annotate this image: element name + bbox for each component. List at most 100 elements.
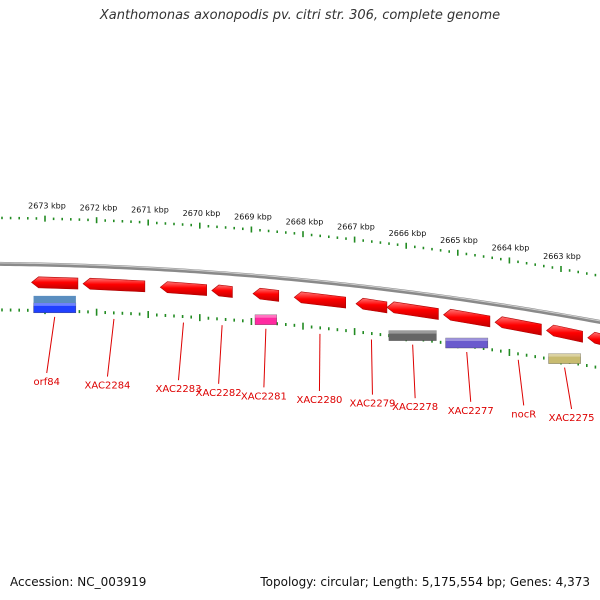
minor-tick-lower [586,364,588,368]
kbp-label: 2667 kbp [337,223,375,232]
major-tick-upper [250,226,253,233]
minor-tick-upper [9,216,12,220]
minor-tick-lower [113,311,115,315]
minor-tick-lower [130,312,132,316]
minor-tick-lower [224,317,227,321]
label-leader-line [412,344,416,399]
minor-tick-upper [78,218,81,221]
minor-tick-upper [491,256,493,260]
minor-tick-upper [310,233,313,237]
minor-tick-lower [534,355,536,359]
minor-tick-lower [371,332,373,336]
minor-tick-lower [156,313,158,317]
major-tick-upper [560,265,562,272]
major-tick-lower [353,328,356,336]
gene-label: nocR [511,409,536,420]
minor-tick-upper [422,246,425,250]
major-tick-upper [457,249,459,256]
minor-tick-lower [18,308,20,312]
map-title: Xanthomonas axonopodis pv. citri str. 30… [99,8,501,23]
minor-tick-upper [233,226,235,230]
label-leader-line [177,322,184,381]
minor-tick-upper [439,249,442,252]
backbone-highlight [0,262,600,322]
minor-tick-upper [156,221,158,225]
label-leader-line [318,333,321,392]
gene-arrow [587,331,600,345]
minor-tick-lower [285,323,287,327]
gene-arrow [355,297,388,314]
gray-feature-box [388,330,437,341]
gene-label: XAC2281 [241,391,287,402]
minor-tick-lower [216,317,218,321]
minor-tick-upper [190,223,192,227]
feature-highlight [33,302,76,306]
minor-tick-upper [345,237,347,240]
minor-tick-lower [310,325,313,329]
minor-tick-upper [534,263,536,266]
minor-tick-upper [87,218,89,222]
minor-tick-lower [319,326,321,330]
minor-tick-upper [1,216,3,220]
gene-arrow [293,291,346,309]
label-leader-line [517,359,525,406]
gene-label: XAC2278 [392,402,438,413]
minor-tick-lower [577,362,579,366]
minor-tick-lower [439,340,442,344]
minor-tick-lower [181,315,184,319]
minor-tick-upper [242,227,244,231]
minor-tick-upper [27,217,29,220]
minor-tick-upper [70,218,72,221]
kbp-label: 2672 kbp [80,203,118,212]
minor-tick-lower [9,308,12,312]
minor-tick-lower [1,308,3,312]
minor-tick-upper [586,272,588,275]
minor-tick-upper [448,250,450,253]
gene-arrow [386,301,439,320]
minor-tick-upper [293,232,296,235]
minor-tick-upper [568,269,571,272]
minor-tick-upper [18,216,20,220]
gene-arrow [494,316,542,336]
minor-tick-lower [276,322,278,326]
backbone-line [0,261,600,324]
minor-tick-lower [525,353,528,357]
accession-label: Accession: NC_003919 [10,575,147,589]
minor-tick-upper [224,226,227,229]
gene-label: XAC2275 [549,413,595,424]
gene-label: XAC2284 [84,381,130,392]
major-tick-upper [508,257,511,264]
minor-tick-upper [414,245,416,249]
major-tick-lower [302,322,304,330]
minor-tick-upper [431,247,433,251]
minor-tick-lower [362,331,364,335]
kbp-label: 2666 kbp [389,229,427,238]
major-tick-lower [508,348,511,356]
major-tick-lower [95,308,98,316]
minor-tick-lower [207,316,210,320]
minor-tick-upper [216,225,218,229]
minor-tick-lower [543,356,545,360]
minor-tick-upper [500,257,502,261]
kbp-label: 2668 kbp [286,217,324,226]
minor-tick-lower [233,318,235,322]
minor-tick-upper [336,236,339,239]
minor-tick-lower [500,349,502,353]
minor-tick-upper [577,270,579,274]
major-tick-upper [405,242,407,249]
minor-tick-upper [61,217,63,221]
genome-info-label: Topology: circular; Length: 5,175,554 bp… [260,575,590,589]
minor-tick-lower [87,310,89,314]
major-tick-upper [147,219,149,226]
feature-highlight [548,353,581,357]
gene-arrow [252,287,280,302]
minor-tick-lower [431,339,433,343]
minor-tick-lower [517,352,519,356]
minor-tick-lower [104,311,106,315]
genome-backbone [0,261,600,324]
gene-arrow [159,281,207,296]
label-leader-line [218,325,223,384]
minor-tick-upper [276,230,278,233]
label-leader-line [263,328,267,388]
